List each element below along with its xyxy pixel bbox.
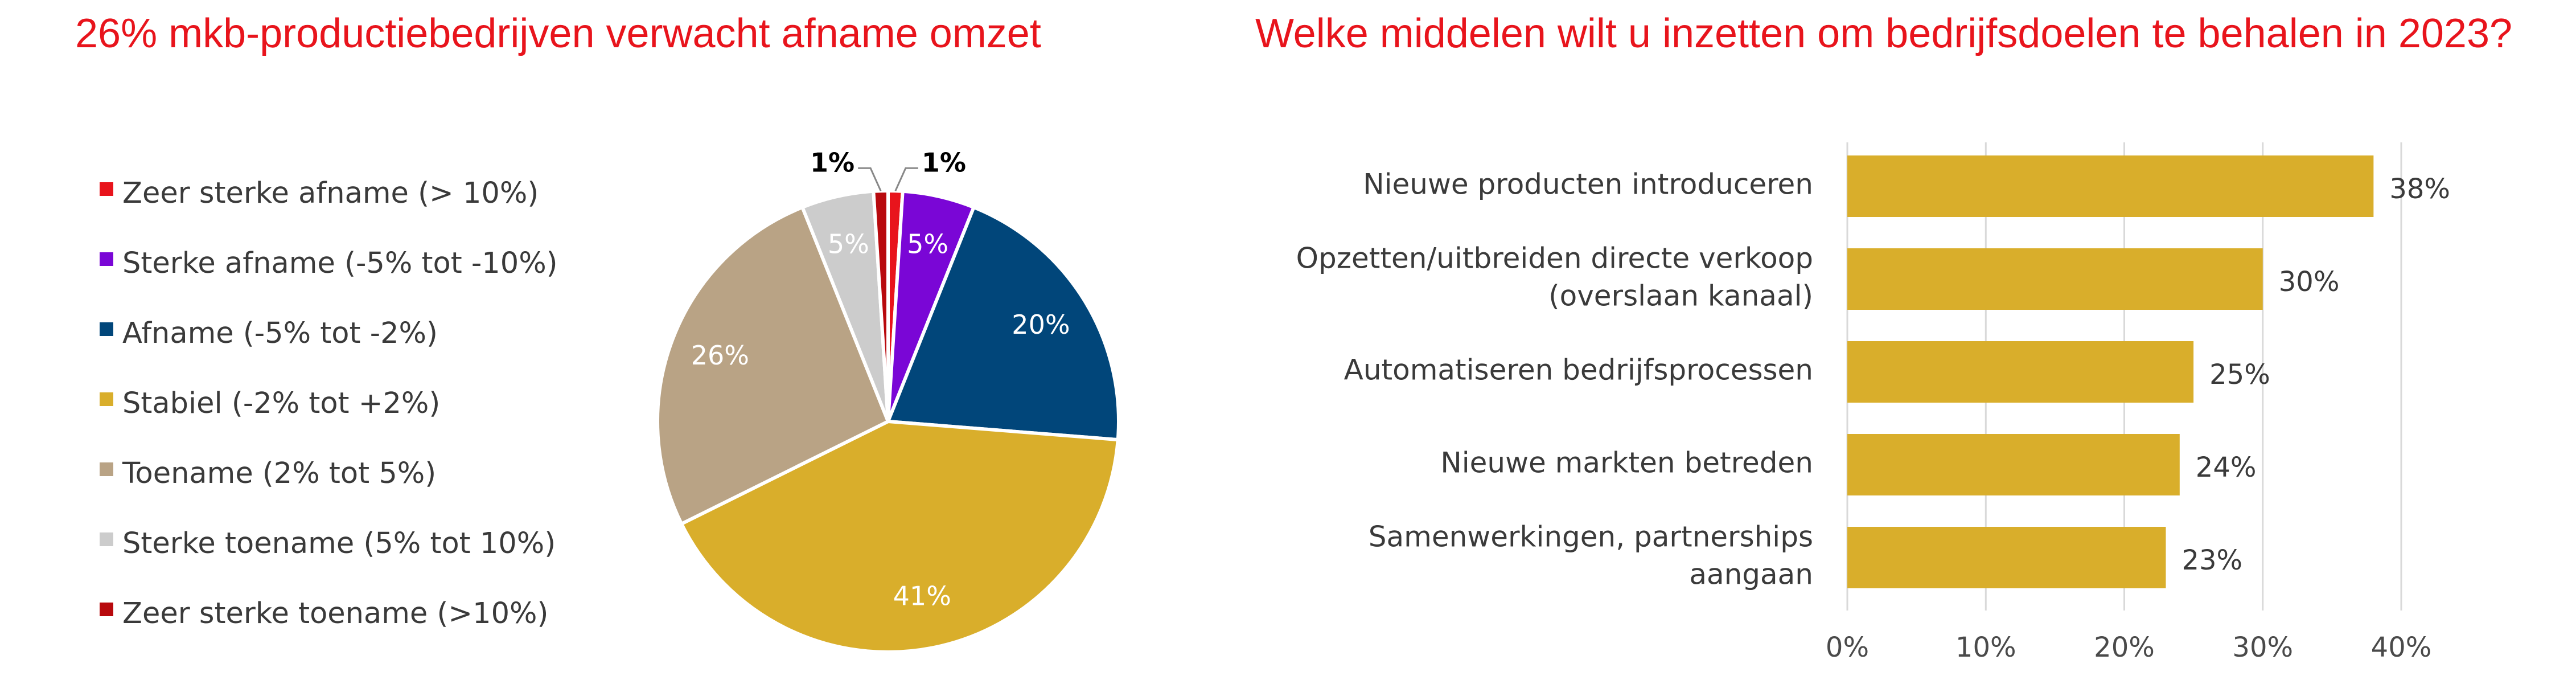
legend-label: Afname (-5% tot -2%) [122,317,438,350]
bar-value-label: 24% [2196,452,2257,484]
bar-value-label: 25% [2209,359,2270,391]
bar-value-label: 23% [2181,544,2242,576]
legend-label: Toename (2% tot 5%) [122,457,436,490]
pie-slice [885,205,1121,442]
bar [1847,341,2194,403]
pie-legend: Zeer sterke afname (> 10%) Sterke afname … [100,177,558,630]
x-tick-label: 40% [2371,632,2432,663]
slice-value-label: 20% [1012,309,1070,340]
slice-value-label: 5% [907,228,948,259]
callout-leader-line [858,167,882,191]
legend-swatch [100,322,113,336]
pie-chart-title: 26% mkb-productiebedrijven verwacht afna… [75,11,1041,56]
pie-slice [656,205,890,526]
bar [1847,248,2263,310]
category-label: aangaan [1689,558,1813,591]
legend-label: Zeer sterke toename (>10%) [122,597,548,630]
category-label: Samenwerkingen, partnerships [1369,521,1813,554]
category-label: (overslaan kanaal) [1548,280,1813,313]
bar-chart-title: Welke middelen wilt u inzetten om bedrij… [1255,11,2513,56]
callout-leader-line [894,167,918,191]
slice-value-label: 41% [893,581,951,612]
bar-labels: 0% 10% 20% 30% 40% 38% Nieuwe producten introd… [1296,168,2450,664]
slice-callout-label: 1% [922,148,966,178]
category-label: Nieuwe producten introduceren [1363,168,1813,201]
legend-swatch [100,182,113,196]
bar [1847,527,2166,588]
slice-value-label: 5% [828,228,869,259]
legend-label: Stabiel (-2% tot +2%) [122,387,440,420]
legend-swatch [100,462,113,476]
legend-swatch [100,392,113,406]
pie-chart [656,189,1121,654]
legend-label: Sterke toename (5% tot 10%) [122,527,556,560]
category-label: Nieuwe markten betreden [1440,446,1813,480]
bar-value-label: 38% [2389,173,2450,205]
x-tick-label: 20% [2094,632,2155,663]
legend-label: Sterke afname (-5% tot -10%) [122,247,558,280]
bar-value-label: 30% [2279,266,2340,298]
pie-labels: 1% 5% 20% 41% 26% 5% 1% [691,148,1070,612]
category-label: Automatiseren bedrijfsprocessen [1344,354,1813,387]
legend-swatch [100,603,113,616]
category-label: Opzetten/uitbreiden directe verkoop [1296,242,1813,275]
legend-swatch [100,532,113,546]
legend-label: Zeer sterke afname (> 10%) [122,177,539,210]
x-tick-label: 30% [2232,632,2293,663]
bar [1847,434,2180,495]
slice-callout-label: 1% [810,148,854,178]
legend-swatch [100,252,113,266]
pie-slice [679,419,1120,654]
bar [1847,155,2374,217]
x-tick-label: 0% [1826,632,1869,663]
x-tick-label: 10% [1955,632,2016,663]
slice-value-label: 26% [691,340,749,371]
bar-chart [1847,155,2374,588]
